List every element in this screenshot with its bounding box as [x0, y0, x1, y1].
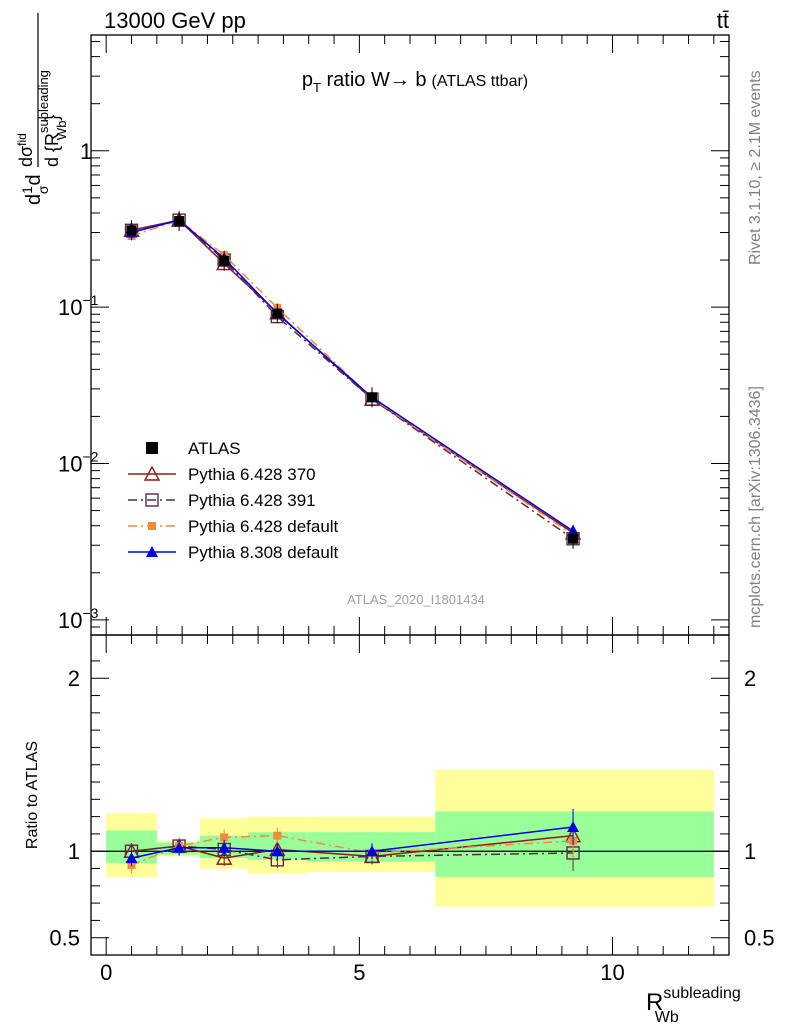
x-tick-label: 10 [600, 960, 624, 985]
ratio-point-3 [366, 845, 379, 857]
main-frame [90, 34, 730, 636]
series-line-3 [131, 219, 574, 532]
ratio-y-tick-label: 1 [68, 839, 80, 864]
data-point [219, 255, 230, 266]
band-green [306, 832, 436, 862]
y-tick-label: 1 [80, 139, 92, 164]
legend: ATLAS Pythia 6.428 370 Pythia 6.428 391 Pyt… [128, 439, 339, 562]
ratio-line-1 [131, 845, 574, 861]
main-panel: 1 10−1 10−2 10−3 pT ratio W→ b (ATLAS ttbar)… [15, 13, 730, 636]
ratio-point-3 [271, 845, 284, 857]
uncertainty-bands [91, 769, 729, 907]
main-axis-ticks: 1 10−1 10−2 10−3 [58, 35, 729, 636]
legend-marker [143, 465, 161, 481]
plot-title: pT ratio W→ b (ATLAS ttbar) [302, 69, 528, 95]
ratio-y-tick-label-right: 2 [744, 666, 756, 691]
data-point [568, 533, 579, 544]
svg-text:d1σd: d1σd [19, 174, 51, 205]
ratio-axis-ticks: 0.5 0.5 1 1 2 2 0 5 10 [49, 635, 775, 985]
ratio-point-3 [218, 841, 231, 853]
x-axis-label: Rsubleading Wb [646, 985, 741, 1024]
ratio-y-tick-label-right: 1 [744, 839, 756, 864]
ratio-line-3 [131, 826, 574, 859]
data-point [174, 216, 185, 227]
legend-label: Pythia 8.308 default [188, 543, 339, 562]
main-y-axis-label: d1σd dσfid d {Rsubleading Wb} [15, 13, 69, 205]
ratio-point-3 [173, 841, 186, 853]
svg-text:dσfid: dσfid [15, 133, 36, 167]
ratio-y-axis-label: Ratio to ATLAS [24, 741, 41, 849]
ratio-point-2 [273, 831, 282, 840]
ratio-panel: 0.5 0.5 1 1 2 2 0 5 10 Ratio to ATLAS Rsubleadin… [24, 634, 775, 1024]
legend-label: Pythia 6.428 370 [188, 465, 316, 484]
data-point [272, 308, 283, 319]
ratio-point-3 [125, 852, 138, 864]
legend-marker [148, 522, 156, 530]
legend-marker [146, 442, 158, 454]
y-tick-label: 10−2 [58, 448, 99, 476]
x-tick-label: 0 [100, 960, 112, 985]
analysis-label: ATLAS_2020_I1801434 [347, 592, 485, 607]
y-tick-label: 10−3 [58, 605, 99, 633]
rivet-label: Rivet 3.1.10, ≥ 2.1M events [747, 70, 764, 265]
series-line-0 [131, 219, 574, 534]
ratio-series [123, 809, 582, 874]
data-point [126, 225, 137, 236]
legend-label: Pythia 6.428 default [188, 517, 339, 536]
process-label: tt̄ [717, 8, 729, 33]
energy-label: 13000 GeV pp [104, 8, 246, 33]
data-point [367, 392, 378, 403]
ratio-point-3 [567, 821, 580, 832]
legend-label: ATLAS [188, 439, 241, 458]
main-series [123, 211, 582, 549]
ratio-y-tick-label-right: 0.5 [744, 926, 775, 951]
legend-marker [146, 546, 158, 557]
ratio-y-tick-label: 2 [68, 666, 80, 691]
y-tick-label: 10−1 [58, 292, 99, 320]
legend-marker [145, 493, 159, 507]
ratio-y-tick-label: 0.5 [49, 926, 80, 951]
mcplots-label: mcplots.cern.ch [arXiv:1306.3436] [747, 386, 764, 628]
x-tick-label: 5 [353, 960, 365, 985]
ratio-point-0 [215, 849, 233, 865]
ratio-point-2 [220, 833, 229, 842]
legend-label: Pythia 6.428 391 [188, 491, 316, 510]
